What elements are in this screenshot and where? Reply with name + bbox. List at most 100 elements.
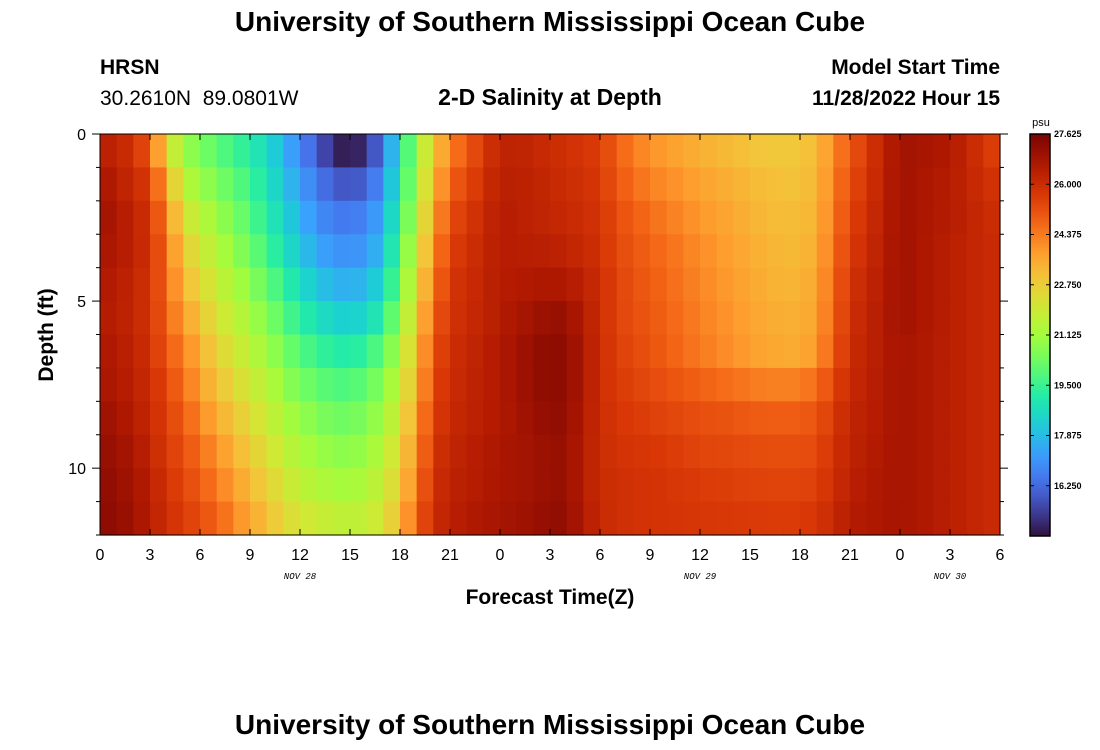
heatmap-cell [283,167,301,202]
heatmap-cell [383,301,401,336]
x-tick-label: 0 [896,547,905,564]
heatmap-cell [933,334,951,369]
heatmap-cell [266,334,284,369]
heatmap-cell [566,267,584,302]
heatmap-cell [200,200,218,235]
heatmap-cell [583,501,601,536]
heatmap-cell [850,267,868,302]
heatmap-cell [650,468,668,503]
heatmap-cell [200,434,218,469]
heatmap-cell [950,134,968,169]
heatmap-cell [633,401,651,436]
heatmap-cell [966,234,984,269]
heatmap-cell [416,267,434,302]
heatmap-cell [916,334,934,369]
heatmap-cell [783,501,801,536]
heatmap-cell [183,234,201,269]
heatmap-cell [550,367,568,402]
heatmap-cell [616,167,634,202]
heatmap-cell [100,167,118,202]
heatmap-cell [966,367,984,402]
heatmap-cell [950,234,968,269]
heatmap-cell [883,267,901,302]
heatmap-cell [516,401,534,436]
heatmap-cell [750,367,768,402]
heatmap-cell [100,267,118,302]
heatmap-cell [716,301,734,336]
heatmap-cell [733,134,751,169]
heatmap-cell [583,267,601,302]
heatmap-cell [300,434,318,469]
heatmap-cell [850,468,868,503]
heatmap-cell [916,434,934,469]
page-title: University of Southern Mississippi Ocean… [234,6,866,37]
heatmap-cell [433,367,451,402]
heatmap-cell [566,434,584,469]
heatmap-cell [116,234,134,269]
heatmap-cell [883,367,901,402]
heatmap-cell [583,301,601,336]
x-tick-label: 18 [391,547,409,564]
heatmap-cell [400,167,418,202]
heatmap-cell [550,267,568,302]
heatmap-cell [716,468,734,503]
heatmap-cell [916,301,934,336]
heatmap-cell [700,234,718,269]
heatmap-cell [550,234,568,269]
heatmap-cell [250,200,268,235]
heatmap-cell [450,134,468,169]
heatmap-cell [650,434,668,469]
heatmap-cell [783,367,801,402]
heatmap-cell [616,401,634,436]
heatmap-cell [950,301,968,336]
heatmap-cell [816,367,834,402]
heatmap-cell [933,267,951,302]
colorbar-ticks: 27.625 26.000 24.375 22.750 21.125 19.500 17.8… [1030,129,1082,491]
heatmap-cell [750,301,768,336]
heatmap-cell [716,200,734,235]
heatmap-cell [866,134,884,169]
heatmap-cell [883,401,901,436]
heatmap-cell [150,134,168,169]
heatmap-cell [566,334,584,369]
colorbar-unit: psu [1032,117,1050,129]
heatmap-cell [550,434,568,469]
heatmap-cell [933,167,951,202]
heatmap-cell [150,234,168,269]
heatmap-cell [200,501,218,536]
heatmap-cell [616,234,634,269]
heatmap-cell [200,234,218,269]
heatmap-cell [566,468,584,503]
heatmap-cell [733,234,751,269]
heatmap-cell [250,301,268,336]
heatmap-cell [250,234,268,269]
heatmap-cell [950,367,968,402]
heatmap-cell [500,334,518,369]
heatmap-cell [750,167,768,202]
heatmap-cell [933,401,951,436]
heatmap-cell [916,134,934,169]
heatmap-cell [200,301,218,336]
heatmap-cell [766,301,784,336]
heatmap-cells [100,134,1001,536]
x-tick-label: 0 [96,547,105,564]
heatmap-cell [483,267,501,302]
x-tick-label: 6 [596,547,605,564]
heatmap-cell [800,434,818,469]
heatmap-cell [750,468,768,503]
heatmap-cell [716,167,734,202]
heatmap-cell [383,468,401,503]
heatmap-cell [483,234,501,269]
x-tick-label: 3 [546,547,555,564]
heatmap-cell [750,134,768,169]
heatmap-cell [216,200,234,235]
heatmap-cell [900,334,918,369]
heatmap-cell [383,200,401,235]
heatmap-cell [933,134,951,169]
heatmap-cell [850,401,868,436]
heatmap-cell [600,501,618,536]
heatmap-cell [633,267,651,302]
heatmap-cell [700,468,718,503]
heatmap-cell [766,334,784,369]
heatmap-cell [900,367,918,402]
